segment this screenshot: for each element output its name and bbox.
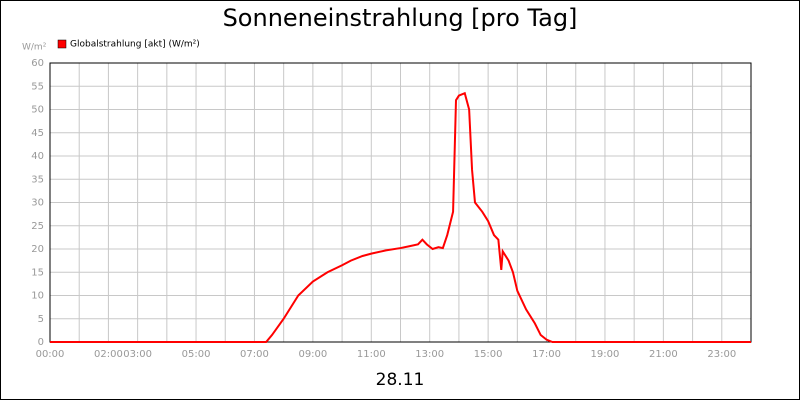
y-tick-label: 25 <box>31 221 44 232</box>
y-tick-label: 5 <box>38 314 44 325</box>
x-tick-label: 07:00 <box>240 349 269 360</box>
x-tick-label: 21:00 <box>649 349 678 360</box>
chart-title: Sonneneinstrahlung [pro Tag] <box>223 4 578 32</box>
y-tick-label: 15 <box>31 267 44 278</box>
x-tick-label: 11:00 <box>357 349 386 360</box>
x-tick-label: 05:00 <box>182 349 211 360</box>
y-tick-label: 10 <box>31 291 44 302</box>
y-tick-label: 50 <box>31 105 44 116</box>
x-tick-label: 15:00 <box>474 349 503 360</box>
x-axis-label: 28.11 <box>376 370 425 390</box>
y-tick-label: 35 <box>31 174 44 185</box>
plot-border <box>49 62 752 343</box>
x-tick-label: 13:00 <box>415 349 444 360</box>
y-axis-label: W/m² <box>22 43 47 53</box>
x-tick-label: 02:00 <box>94 349 123 360</box>
y-tick-label: 0 <box>38 337 44 348</box>
x-tick-label: 23:00 <box>707 349 736 360</box>
y-tick-label: 45 <box>31 128 44 139</box>
x-tick-label: 17:00 <box>532 349 561 360</box>
y-tick-label: 60 <box>31 58 44 69</box>
x-tick-label: 09:00 <box>298 349 327 360</box>
legend-label: Globalstrahlung [akt] (W/m²) <box>70 40 200 50</box>
y-tick-label: 30 <box>31 198 44 209</box>
x-tick-label: 03:00 <box>123 349 152 360</box>
y-tick-label: 55 <box>31 81 44 92</box>
data-line <box>50 91 751 343</box>
x-tick-label: 00:00 <box>36 349 65 360</box>
x-tick-label: 19:00 <box>591 349 620 360</box>
legend-swatch <box>57 39 67 49</box>
y-tick-label: 40 <box>31 151 44 162</box>
y-tick-label: 20 <box>31 244 44 255</box>
